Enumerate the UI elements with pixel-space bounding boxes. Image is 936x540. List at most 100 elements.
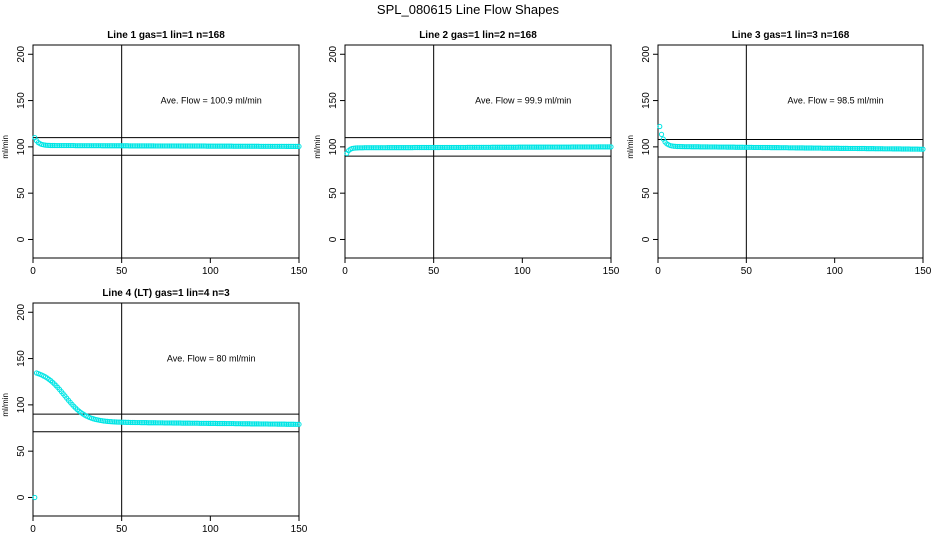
data-point bbox=[124, 143, 130, 149]
data-point bbox=[413, 144, 419, 151]
data-point bbox=[399, 145, 405, 151]
x-tick-label: 0 bbox=[30, 266, 36, 277]
data-point bbox=[680, 143, 686, 150]
data-point bbox=[197, 420, 203, 426]
data-point bbox=[826, 145, 832, 151]
data-point bbox=[544, 144, 550, 150]
data-point bbox=[129, 419, 135, 426]
y-tick-label: 200 bbox=[16, 45, 27, 62]
data-point bbox=[211, 420, 217, 426]
y-tick-label: 50 bbox=[16, 445, 27, 457]
data-point bbox=[110, 419, 116, 425]
data-point bbox=[763, 144, 769, 151]
data-point bbox=[106, 418, 112, 425]
data-point bbox=[234, 143, 240, 149]
data-point bbox=[793, 145, 799, 151]
data-point bbox=[115, 419, 121, 425]
data-points bbox=[344, 144, 614, 156]
data-point bbox=[863, 146, 870, 152]
data-point bbox=[111, 143, 118, 149]
data-point bbox=[168, 143, 174, 149]
data-point bbox=[726, 144, 732, 150]
data-point bbox=[179, 143, 185, 149]
data-point bbox=[791, 145, 797, 151]
data-point bbox=[264, 143, 270, 149]
data-point bbox=[138, 143, 144, 149]
x-tick-label: 100 bbox=[202, 524, 219, 535]
panel-title: Line 4 (LT) gas=1 lin=4 n=3 bbox=[102, 288, 230, 299]
data-point bbox=[786, 145, 792, 151]
data-point bbox=[110, 143, 116, 149]
data-point bbox=[895, 146, 901, 152]
data-point bbox=[564, 144, 570, 150]
data-point bbox=[214, 420, 221, 427]
data-point bbox=[844, 145, 850, 151]
data-point bbox=[287, 421, 293, 427]
data-point bbox=[471, 144, 478, 150]
data-point bbox=[131, 143, 137, 149]
data-point bbox=[872, 146, 878, 152]
data-point bbox=[569, 144, 575, 150]
data-point bbox=[525, 144, 531, 150]
data-point bbox=[876, 146, 882, 152]
data-point bbox=[706, 144, 712, 150]
data-point bbox=[250, 421, 256, 427]
data-point bbox=[140, 143, 146, 149]
data-point bbox=[455, 144, 462, 151]
data-point bbox=[436, 144, 442, 151]
data-point bbox=[71, 142, 77, 149]
data-point bbox=[402, 145, 408, 151]
data-point bbox=[457, 144, 463, 151]
data-point bbox=[166, 143, 173, 149]
data-point bbox=[459, 144, 465, 151]
data-point bbox=[432, 144, 439, 151]
data-point bbox=[503, 144, 509, 150]
data-point bbox=[757, 144, 764, 151]
data-point bbox=[220, 143, 226, 149]
data-point bbox=[32, 494, 38, 501]
data-point bbox=[796, 145, 802, 151]
data-point bbox=[443, 144, 449, 151]
data-point bbox=[276, 143, 283, 149]
data-point bbox=[257, 421, 263, 427]
data-point bbox=[372, 145, 378, 151]
data-point bbox=[392, 145, 398, 151]
data-point bbox=[283, 143, 290, 150]
data-point bbox=[819, 145, 825, 151]
data-point bbox=[104, 143, 111, 149]
data-point bbox=[243, 143, 249, 149]
chart-panel-3: Line 3 gas=1 lin=3 n=168 0 50 100 150 0 50 100 1… bbox=[626, 30, 932, 277]
y-tick-label: 100 bbox=[328, 138, 339, 155]
data-point bbox=[46, 142, 52, 148]
data-point bbox=[175, 420, 182, 426]
data-point bbox=[44, 142, 50, 148]
x-tick-label: 150 bbox=[291, 524, 308, 535]
data-point bbox=[55, 142, 61, 149]
data-point bbox=[585, 144, 591, 150]
data-point bbox=[271, 143, 277, 149]
data-point bbox=[853, 145, 859, 152]
data-point bbox=[754, 144, 760, 151]
data-point bbox=[48, 142, 54, 149]
data-point bbox=[450, 144, 456, 151]
data-point bbox=[902, 146, 908, 152]
data-point bbox=[145, 143, 151, 149]
data-point bbox=[205, 143, 212, 149]
data-point bbox=[369, 145, 375, 151]
data-point bbox=[701, 144, 707, 150]
data-point bbox=[608, 144, 614, 150]
x-tick-label: 150 bbox=[915, 266, 932, 277]
data-point bbox=[606, 144, 612, 150]
data-point bbox=[131, 419, 137, 426]
data-point bbox=[908, 146, 914, 152]
data-point bbox=[464, 144, 470, 150]
data-point bbox=[188, 420, 194, 426]
data-point bbox=[96, 143, 102, 149]
data-point bbox=[835, 145, 841, 151]
data-point bbox=[913, 146, 919, 152]
data-point bbox=[143, 143, 150, 149]
data-point bbox=[604, 144, 611, 150]
data-point bbox=[759, 144, 765, 151]
data-point bbox=[181, 143, 187, 149]
data-point bbox=[184, 420, 190, 426]
